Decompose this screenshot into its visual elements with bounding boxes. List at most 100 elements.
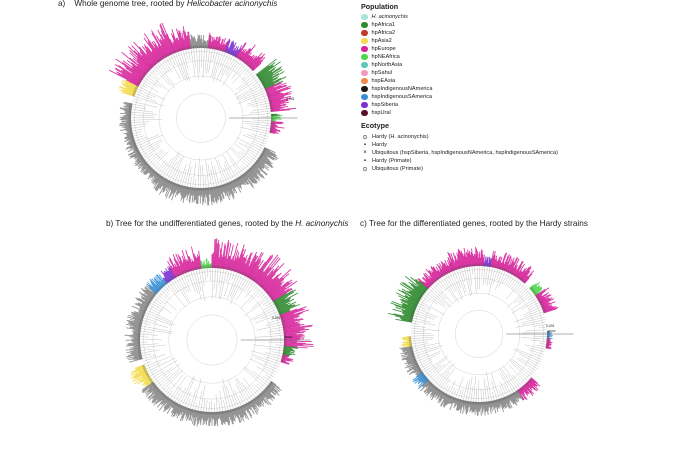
tree-branch [210,168,215,187]
leaf-base [412,356,416,358]
leaf-base [538,299,541,302]
leaf-base [530,288,533,291]
tree-branch [249,142,264,150]
leaf-base [252,399,254,402]
leaf-base [279,314,283,316]
leaf-hpEurope [253,254,274,282]
panel-c-title-text: Tree for the differentiated genes, roote… [368,219,588,228]
tree-branch [504,273,511,284]
leaf-base [238,56,241,60]
leaf-base [456,398,458,401]
leaf-base [190,408,192,412]
leaf-base [276,306,279,308]
leaf-base [163,177,165,181]
leaf-hpEurope [247,258,260,278]
leaf-base [180,272,183,275]
leaf-base [410,316,414,318]
leaf-base [425,288,428,291]
leaf-base [161,285,164,288]
leaf-hpEurope [500,252,508,270]
leaf-base [497,266,499,269]
leaf-base [249,168,252,171]
tree-branch [218,268,222,286]
tree-branch [260,105,270,108]
tree-branch [514,289,531,304]
leaf-base [252,278,254,281]
leaf-base [442,391,444,395]
leaf-hpEurope [490,251,495,268]
tree-branch [416,350,441,362]
leaf-hpAfrica1 [410,276,427,291]
leaf-base [523,280,526,283]
leaf-base [455,398,457,401]
leaf-hpEurope [218,248,222,269]
leaf-base [428,381,431,384]
leaf-base [190,408,192,412]
leaf-base [515,274,518,277]
tree-branch [210,161,217,187]
tree-branch [156,63,175,86]
leaf-base [182,271,185,274]
leaf-base [262,151,265,154]
leaf-base [145,71,148,73]
leaf-hpAfrica1 [410,284,425,295]
tree-branch [187,399,191,408]
tree-branch [142,79,152,86]
tree-branch [502,365,521,389]
leaf-base [140,78,143,80]
tree-branch [443,385,449,393]
population-label: H. acinonychis [371,14,408,20]
leaf-base [430,383,433,386]
leaf-base [417,368,421,370]
leaf-base [165,54,168,57]
tree-branch [526,359,539,367]
leaf-hpEurope [280,309,310,320]
tree-branch [502,272,508,284]
leaf-base [258,283,261,286]
tree-branch [522,332,547,334]
leaf-base [246,402,249,406]
leaf-hpEurope [267,281,284,295]
leaf-base [533,292,537,295]
tree-branch [137,88,157,98]
leaf-base [445,393,448,397]
leaf-base [427,379,430,382]
tree-branch [221,54,231,75]
tree-branch [141,81,159,93]
leaf-base [507,269,509,273]
leaf-hpAfrica1 [400,301,417,309]
leaf-base [167,53,169,57]
leaf-base [429,283,432,286]
leaf-base [494,265,496,268]
leaf-base [423,290,426,293]
tree-branch [132,128,143,132]
leaf-base [439,390,441,393]
tree-branch [180,51,190,81]
leaf-base [267,385,270,388]
leaf-base [244,60,246,64]
leaf-base [133,144,137,146]
leaf-hpEurope [281,314,301,321]
population-label: hpEurope [371,46,396,52]
leaf-base [432,385,435,388]
tree-backbone [455,310,503,358]
legend: Population H. acinonychis hpAfrica1 hpAfri… [361,2,661,192]
leaf-base [137,82,140,84]
leaf-base [266,92,269,94]
leaf-hpEurope [129,50,151,71]
leaf-base [174,275,177,278]
tree-branch [218,268,224,299]
leaf-hpAfrica1 [264,80,280,89]
leaf-base [165,178,167,182]
leaf-base [154,172,157,175]
leaf-base [538,300,542,302]
tree-branch [508,364,527,384]
leaf-hpEurope [267,87,289,96]
leaf-base [191,268,192,271]
leaf-hpAfrica1 [403,282,424,297]
leaf-base [140,317,144,319]
leaf-hpAfrica1 [274,292,298,306]
leaf-base [260,155,263,157]
leaf-base [524,281,527,284]
leaf-base [248,275,250,279]
